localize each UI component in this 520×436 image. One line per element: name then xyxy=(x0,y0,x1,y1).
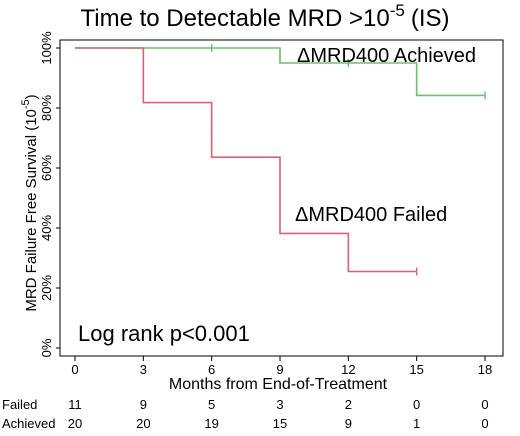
y-tick-label: 60% xyxy=(39,155,54,181)
y-tick-label: 0% xyxy=(39,338,54,357)
risk-count: 20 xyxy=(136,416,150,431)
risk-count: 2 xyxy=(345,397,352,412)
y-tick-label: 100% xyxy=(39,31,54,65)
risk-count: 20 xyxy=(68,416,82,431)
y-tick-label: 80% xyxy=(39,95,54,121)
risk-count: 5 xyxy=(208,397,215,412)
series-layer xyxy=(75,44,486,276)
risk-row-label: Failed xyxy=(2,397,37,412)
x-tick-label: 0 xyxy=(71,362,78,377)
y-axis-label-main: MRD Failure Free Survival (10 xyxy=(23,109,40,312)
x-tick-label: 3 xyxy=(140,362,147,377)
series-label-achieved: ΔMRD400 Achieved xyxy=(297,45,476,67)
risk-count: 9 xyxy=(140,397,147,412)
x-axis-label: Months from End-of-Treatment xyxy=(169,376,388,393)
series-label-failed: ΔMRD400 Failed xyxy=(295,204,447,226)
risk-count: 11 xyxy=(68,397,82,412)
chart-title: Time to Detectable MRD >10-5 (IS) xyxy=(80,1,449,32)
x-tick-label: 6 xyxy=(208,362,215,377)
x-axis: 0 3 6 9 12 15 18 xyxy=(71,356,492,377)
plot-frame xyxy=(59,39,504,357)
y-axis-label-suffix: ) xyxy=(23,94,40,99)
x-tick-label: 12 xyxy=(341,362,355,377)
chart-title-suffix: (IS) xyxy=(411,5,450,32)
risk-count: 9 xyxy=(345,416,352,431)
x-tick-label: 9 xyxy=(276,362,283,377)
chart-title-exponent: -5 xyxy=(390,1,405,20)
risk-count: 1 xyxy=(413,416,420,431)
risk-count: 0 xyxy=(413,397,420,412)
risk-count: 0 xyxy=(481,416,488,431)
risk-count: 19 xyxy=(204,416,218,431)
risk-count: 0 xyxy=(481,397,488,412)
x-tick-label: 18 xyxy=(478,362,492,377)
risk-count: 15 xyxy=(273,416,287,431)
x-tick-label: 15 xyxy=(409,362,423,377)
y-tick-label: 20% xyxy=(39,275,54,301)
y-tick-label: 40% xyxy=(39,215,54,241)
chart-title-main: Time to Detectable MRD >10 xyxy=(80,5,389,32)
y-axis-label-exponent: -5 xyxy=(20,99,32,109)
risk-row-label: Achieved xyxy=(2,416,55,431)
log-rank-annotation: Log rank p<0.001 xyxy=(78,321,250,346)
series-line-failed xyxy=(75,47,417,273)
y-axis-label: MRD Failure Free Survival (10-5) xyxy=(20,94,40,311)
risk-count: 3 xyxy=(276,397,283,412)
y-axis: 0% 20% 40% 60% 80% 100% xyxy=(39,31,60,357)
